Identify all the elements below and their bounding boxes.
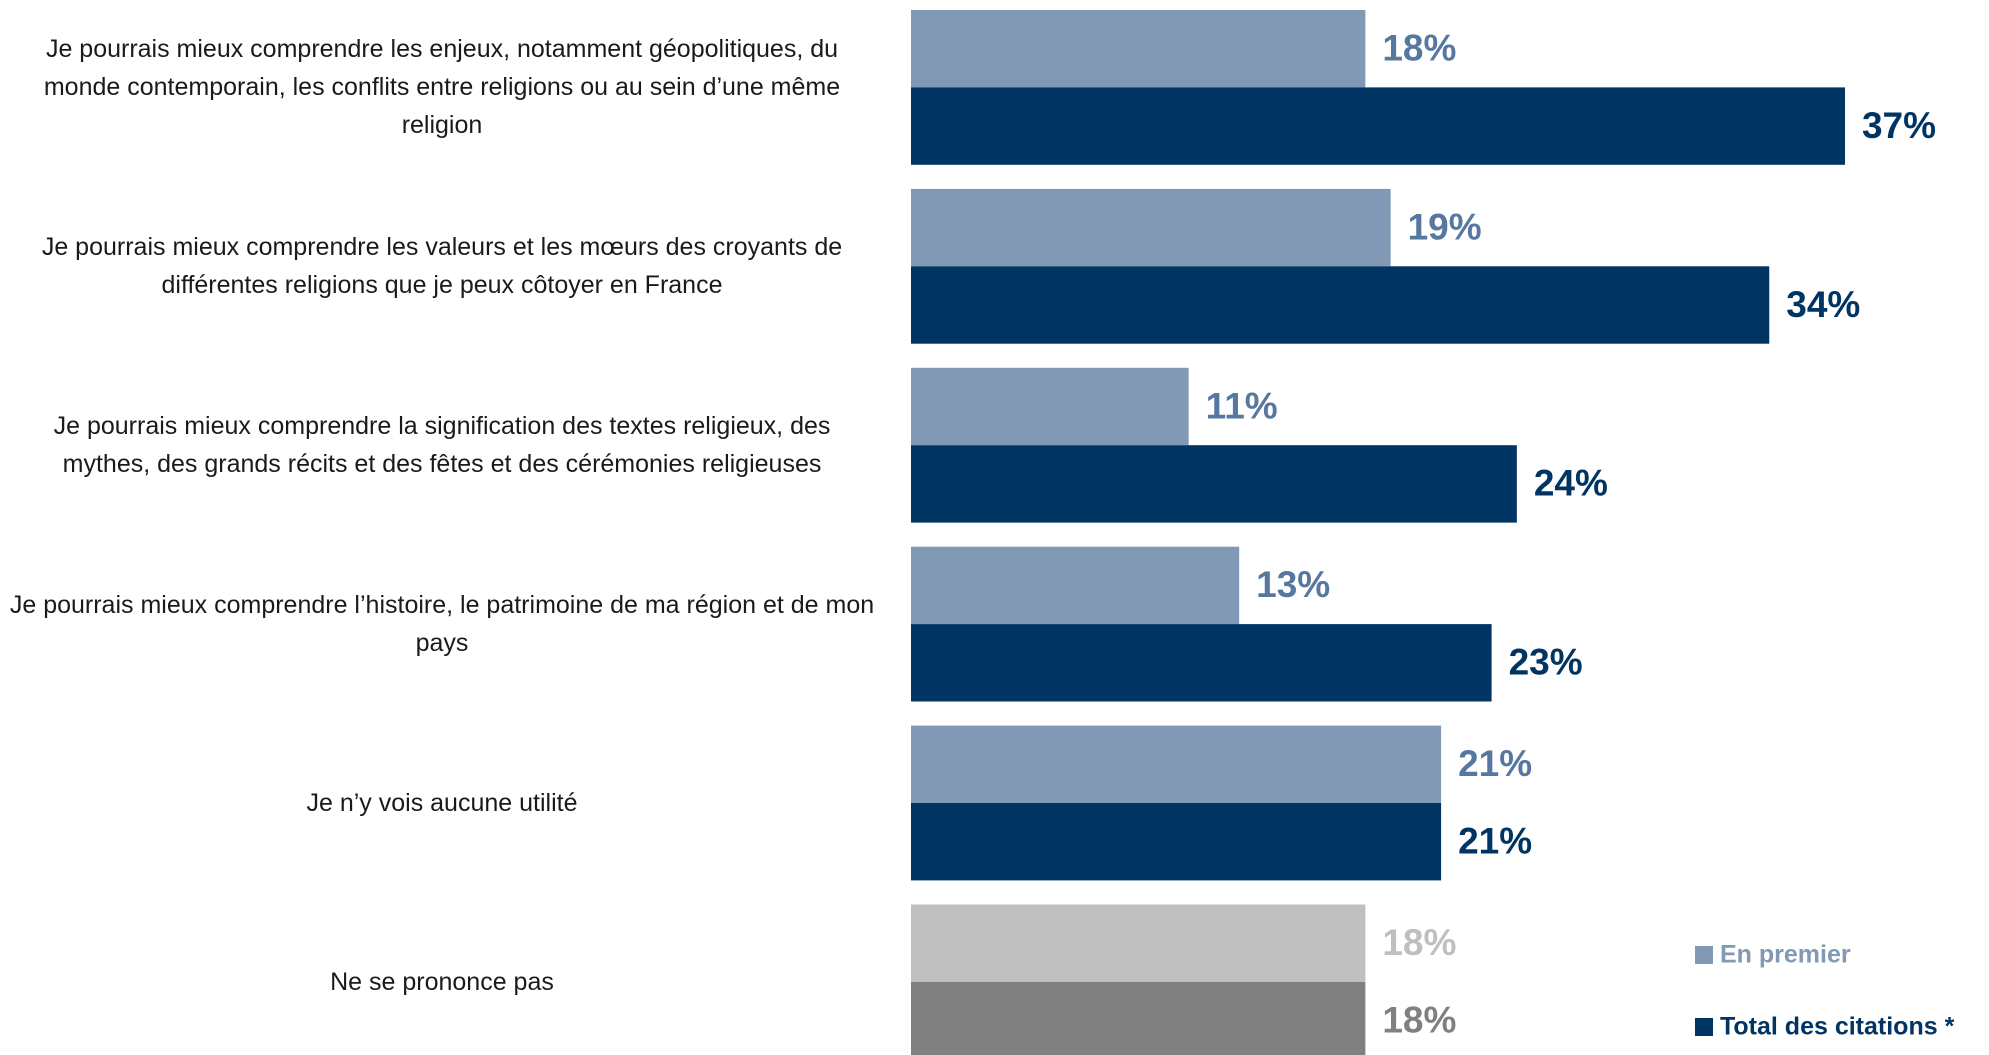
value-label: 18% — [1382, 999, 1456, 1040]
value-label: 18% — [1382, 922, 1456, 963]
category-label: Ne se prononce pas — [330, 967, 554, 996]
value-label: 37% — [1862, 105, 1936, 146]
legend-swatch — [1695, 946, 1713, 964]
value-label: 19% — [1408, 206, 1482, 247]
bar — [911, 904, 1366, 982]
legend-label: Total des citations * — [1720, 1013, 1955, 1041]
value-label: 23% — [1509, 642, 1583, 683]
legend-label: En premier — [1720, 941, 1851, 969]
bar — [911, 367, 1189, 446]
category-label: Je pourrais mieux comprendre les enjeux,… — [43, 35, 841, 140]
bar — [911, 981, 1366, 1055]
value-label: 34% — [1786, 284, 1860, 325]
bar — [911, 546, 1240, 625]
bar — [911, 624, 1492, 702]
category-label: Je n’y vois aucune utilité — [306, 789, 578, 817]
bar — [911, 87, 1845, 165]
value-label: 11% — [1206, 385, 1278, 426]
value-label: 21% — [1458, 820, 1532, 861]
bar — [911, 725, 1442, 803]
legend-swatch — [1695, 1018, 1713, 1036]
bar — [911, 803, 1442, 881]
bar — [911, 266, 1770, 344]
bar — [911, 188, 1391, 267]
value-label: 24% — [1534, 463, 1608, 504]
bar — [911, 10, 1366, 88]
value-label: 21% — [1458, 743, 1532, 784]
value-label: 18% — [1382, 27, 1456, 68]
bar — [911, 445, 1517, 523]
value-label: 13% — [1256, 564, 1330, 605]
category-label: Je pourrais mieux comprendre les valeurs… — [41, 233, 843, 300]
category-label: Je pourrais mieux comprendre la signific… — [53, 412, 831, 479]
category-label: Je pourrais mieux comprendre l’histoire,… — [9, 591, 875, 658]
